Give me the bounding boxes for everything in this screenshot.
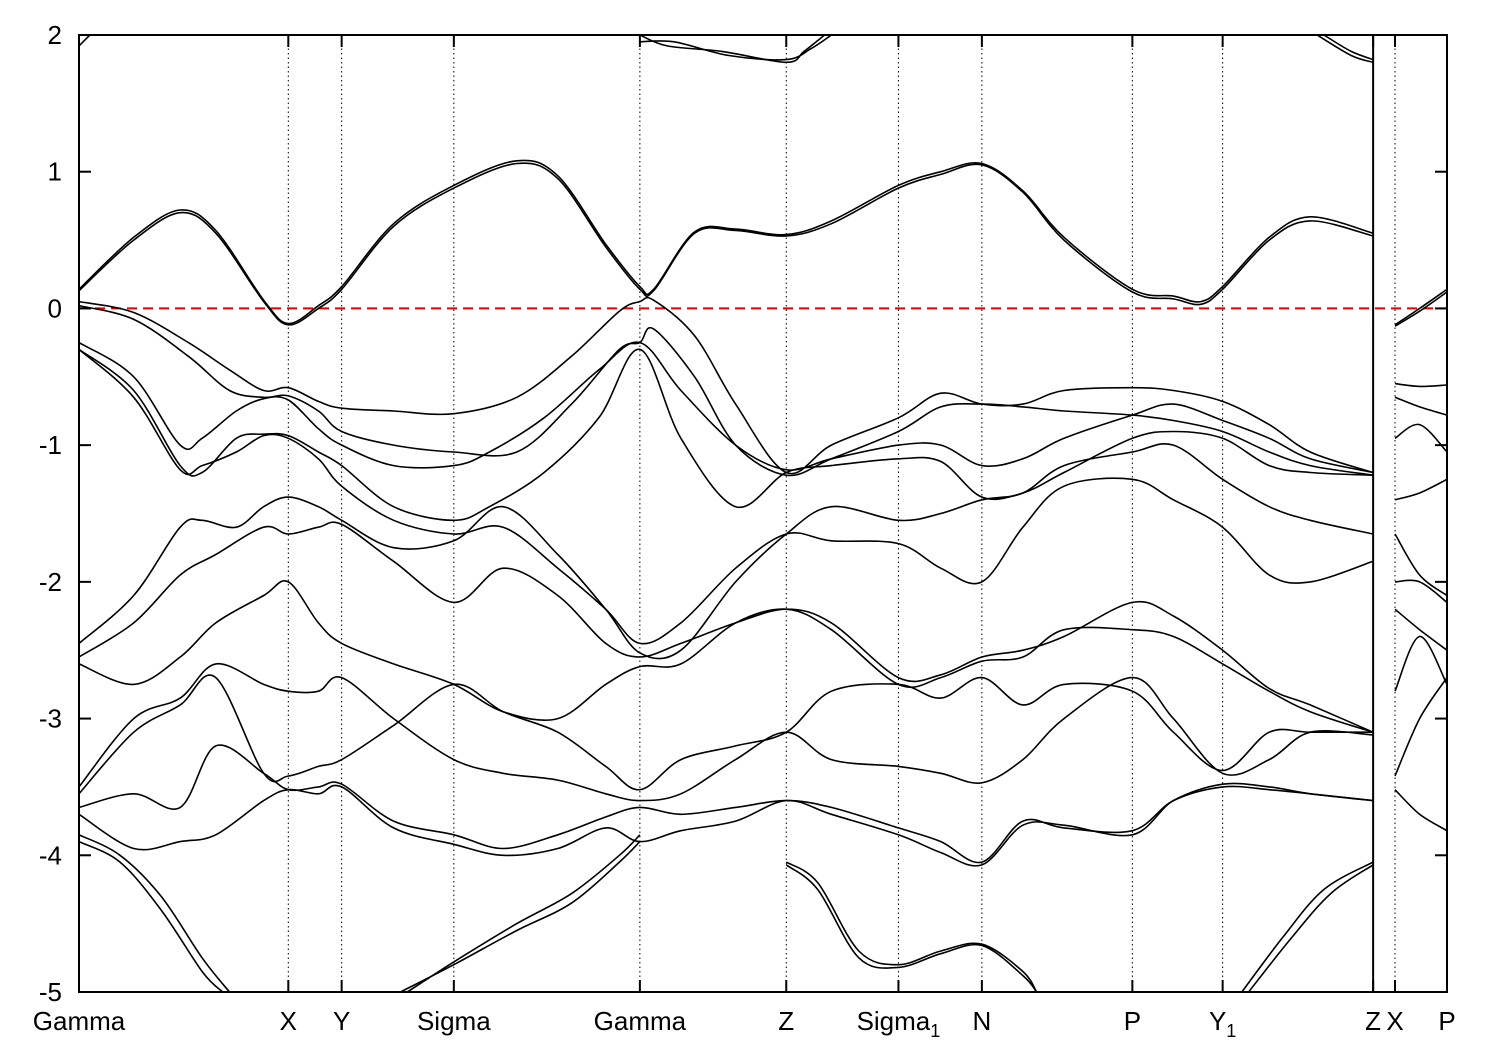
band-line-20	[79, 663, 1374, 802]
band-line-1	[79, 159, 1374, 325]
band-line-9	[79, 348, 1374, 522]
y-tick-label: 1	[48, 157, 62, 187]
x-tick-label: Gamma	[594, 1006, 687, 1036]
band-line-17	[79, 580, 1374, 733]
band-line-33	[1247, 864, 1374, 992]
band-line-15	[1394, 579, 1447, 604]
y-axis: 2 1 0 -1 -2 -3 -4 -5	[39, 20, 1447, 1007]
y-tick-label: -4	[39, 840, 62, 870]
band-line-8	[79, 341, 1374, 474]
band-lines	[79, 35, 1447, 992]
x-tick-label: P	[1438, 1006, 1455, 1036]
y-tick-label: 0	[48, 293, 62, 323]
band-line-0	[79, 162, 1374, 326]
x-tick-label: X	[280, 1006, 297, 1036]
x-tick-label: P	[1124, 1006, 1141, 1036]
x-tick-label: Y	[333, 1006, 350, 1036]
band-line-12	[79, 348, 1374, 645]
x-tick-label: Z	[1365, 1006, 1381, 1036]
band-line-31	[785, 864, 1038, 992]
band-line-19	[1394, 635, 1447, 692]
band-line-2	[1394, 291, 1447, 327]
band-line-34	[79, 35, 91, 47]
band-line-4	[79, 296, 1374, 475]
band-line-22	[1394, 677, 1447, 777]
y-tick-label: -5	[39, 977, 62, 1007]
y-tick-label: -3	[39, 704, 62, 734]
band-line-7	[1394, 396, 1447, 416]
high-symmetry-gridlines	[287, 35, 1396, 992]
x-tick-label: X	[1386, 1006, 1403, 1036]
band-line-24	[79, 782, 1374, 867]
x-tick-label: Sigma	[417, 1006, 491, 1036]
band-line-36	[639, 35, 832, 61]
band-line-6	[1394, 382, 1447, 388]
y-tick-label: -2	[39, 567, 62, 597]
x-tick-label: Z	[778, 1006, 794, 1036]
band-line-13	[79, 443, 1374, 660]
band-line-16	[79, 521, 1374, 733]
band-line-28	[400, 841, 641, 992]
band-line-29	[406, 834, 641, 992]
band-line-11	[1394, 478, 1447, 501]
x-tick-label: Sigma1	[857, 1006, 941, 1041]
y-tick-label: 2	[48, 20, 62, 50]
band-line-23	[79, 744, 1374, 864]
plot-frame	[78, 34, 1448, 993]
band-line-38	[1323, 35, 1374, 61]
x-tick-label: Y1	[1209, 1006, 1236, 1041]
band-line-37	[1316, 35, 1374, 64]
band-line-14	[1394, 533, 1447, 597]
band-line-27	[79, 840, 224, 992]
band-line-35	[639, 35, 826, 64]
band-line-30	[785, 861, 1038, 992]
band-line-21	[79, 674, 1374, 795]
band-line-3	[1394, 288, 1447, 326]
band-line-10	[1394, 423, 1447, 453]
band-line-26	[79, 834, 231, 992]
band-line-25	[1394, 789, 1447, 832]
x-tick-label: Gamma	[33, 1006, 126, 1036]
x-tick-label: N	[972, 1006, 991, 1036]
x-axis: Gamma X Y Sigma Gamma Z Sigma1 N P Y1 Z X P	[33, 35, 1456, 1041]
band-line-32	[1241, 861, 1374, 992]
band-line-18	[1394, 608, 1447, 651]
y-tick-label: -1	[39, 430, 62, 460]
